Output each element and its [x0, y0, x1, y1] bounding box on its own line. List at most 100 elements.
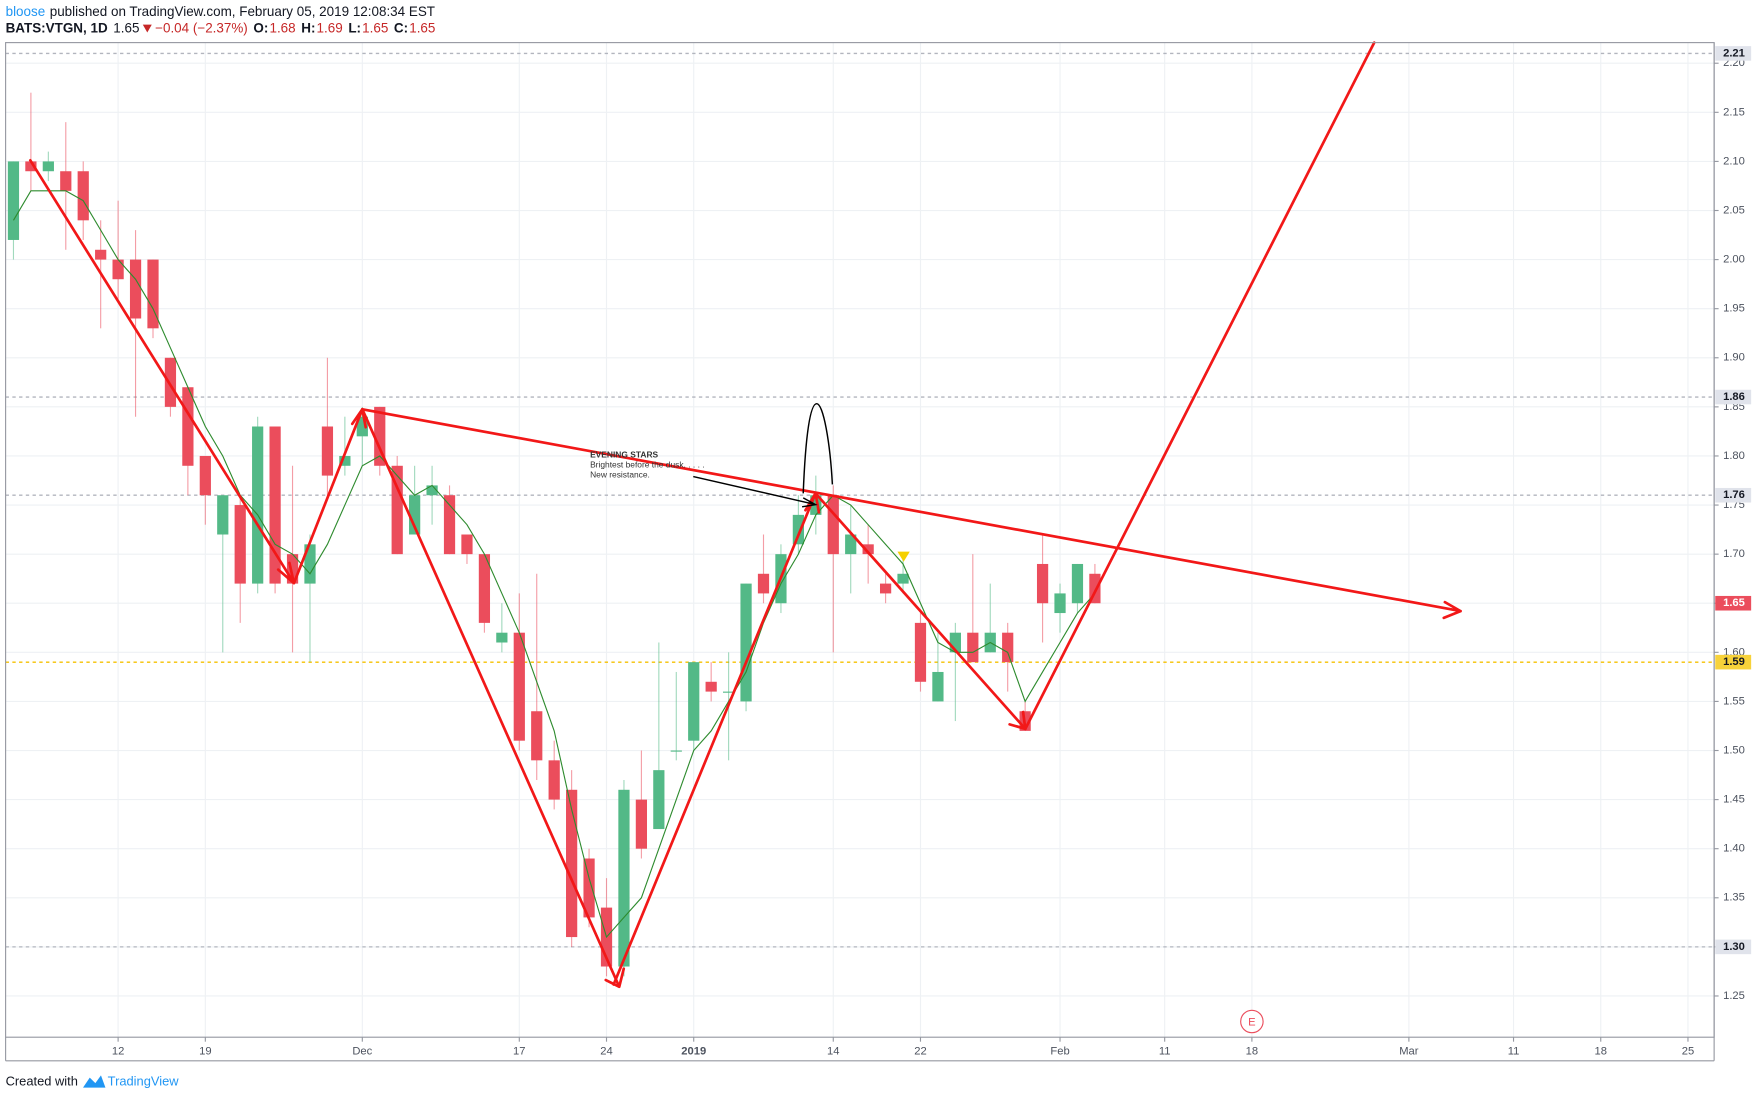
footer-brand: TradingView	[108, 1073, 180, 1088]
candle-body	[321, 426, 334, 476]
x-tick-label: 24	[600, 1046, 612, 1058]
y-tick-label: 1.55	[1723, 695, 1745, 707]
candle-body	[792, 514, 804, 545]
candle-body	[1089, 573, 1101, 604]
candle-body	[147, 259, 159, 329]
candle-body	[461, 534, 473, 555]
annotation-title: EVENING STARS	[590, 449, 658, 459]
candle-body	[426, 485, 438, 496]
y-tick-label: 1.35	[1723, 892, 1745, 904]
y-tick-label: 1.75	[1723, 499, 1745, 511]
ohlc-value: 1.65	[362, 21, 388, 36]
candle-body	[740, 583, 752, 702]
candle-body	[513, 632, 525, 741]
candle-body	[478, 554, 491, 623]
trend-line	[1023, 41, 1376, 731]
change: −0.04 (−2.37%)	[155, 21, 248, 36]
x-tick-label: 14	[827, 1046, 839, 1058]
drawings	[28, 41, 1462, 989]
y-tick-label: 2.20	[1723, 57, 1745, 69]
candle-body	[443, 495, 456, 555]
price-label: 1.86	[1723, 391, 1745, 403]
annotation-text: Brightest before the dusk. . . . .	[590, 460, 705, 470]
y-tick-label: 1.70	[1723, 548, 1745, 560]
candle-body	[932, 671, 944, 702]
candle-body	[862, 544, 874, 555]
candle-body	[653, 770, 665, 830]
candle-body	[723, 691, 735, 693]
candle-body	[409, 495, 421, 535]
x-tick-label: 18	[1246, 1046, 1258, 1058]
annotation-arrow	[693, 475, 818, 508]
ohlc-key: L:	[348, 21, 361, 36]
y-tick-label: 1.40	[1723, 843, 1745, 855]
x-tick-label: 12	[112, 1046, 124, 1058]
candle-body	[845, 534, 857, 555]
price-label-bg	[1715, 389, 1752, 405]
price-label-bg	[1715, 939, 1752, 955]
candle-body	[618, 789, 630, 967]
y-tick-label: 1.60	[1723, 646, 1745, 658]
y-tick-label: 1.90	[1723, 352, 1745, 364]
ohlc-value: 1.68	[269, 21, 295, 36]
price-lines	[5, 52, 1715, 948]
x-tick-label: 18	[1595, 1046, 1607, 1058]
brand-logo	[83, 1075, 106, 1088]
x-tick-label: 11	[1159, 1046, 1171, 1058]
footer-text: Created with	[6, 1073, 78, 1088]
ohlc-value: 1.69	[317, 21, 343, 36]
candle-body	[566, 789, 578, 938]
symbol: BATS:VTGN, 1D	[6, 21, 108, 36]
price-label: 1.76	[1723, 489, 1745, 501]
ohlc-value: 1.65	[409, 21, 435, 36]
candle-body	[1071, 563, 1084, 604]
candle-body	[374, 406, 386, 466]
trend-arrow	[360, 407, 626, 989]
down-triangle	[142, 24, 152, 33]
event-marker	[1240, 1009, 1264, 1034]
candle-body	[304, 544, 316, 584]
y-tick-label: 1.45	[1723, 794, 1745, 806]
candle-body	[77, 171, 89, 221]
candle-body	[670, 750, 682, 752]
x-tick-label: 22	[914, 1046, 926, 1058]
y-tick-label: 2.10	[1723, 155, 1745, 167]
moving-average	[12, 190, 1096, 939]
candle-body	[757, 573, 770, 594]
grid	[5, 42, 1715, 1038]
candle-body	[252, 426, 264, 584]
candle-body	[339, 455, 351, 466]
candle-body	[1036, 563, 1049, 604]
candle-body	[391, 465, 403, 555]
x-tick-label: 2019	[681, 1046, 706, 1058]
candles	[7, 92, 1101, 977]
candle-body	[967, 632, 979, 663]
candle-body	[827, 495, 839, 555]
x-tick-label: 19	[199, 1046, 211, 1058]
candle-body	[879, 583, 892, 594]
candle-body	[42, 161, 54, 172]
candle-body	[496, 632, 508, 643]
candle-body	[112, 259, 124, 280]
price-label: 1.59	[1723, 656, 1745, 668]
candle-body	[1002, 632, 1014, 663]
footer: Created with TradingView	[6, 1073, 180, 1088]
y-tick-label: 2.05	[1723, 204, 1745, 216]
axes: 1.25 1.30 1.35 1.40 1.45 1.50 1.55 1.60 1.65 1.70…	[112, 46, 1752, 1058]
price-label-bg	[1715, 654, 1752, 670]
price-label-bg	[1715, 46, 1752, 61]
x-tick-label: Dec	[352, 1046, 372, 1058]
event-label: E	[1248, 1017, 1255, 1029]
y-tick-label: 1.85	[1723, 401, 1745, 413]
ohlc-key: H:	[301, 21, 315, 36]
signal-marker	[897, 551, 910, 562]
x-tick-label: 11	[1508, 1046, 1520, 1058]
annotation-loop	[802, 402, 834, 494]
y-tick-label: 1.50	[1723, 744, 1745, 756]
candle-body	[182, 387, 194, 466]
y-tick-label: 1.95	[1723, 303, 1745, 315]
candle-body	[1054, 593, 1066, 614]
candle-body	[531, 711, 543, 761]
